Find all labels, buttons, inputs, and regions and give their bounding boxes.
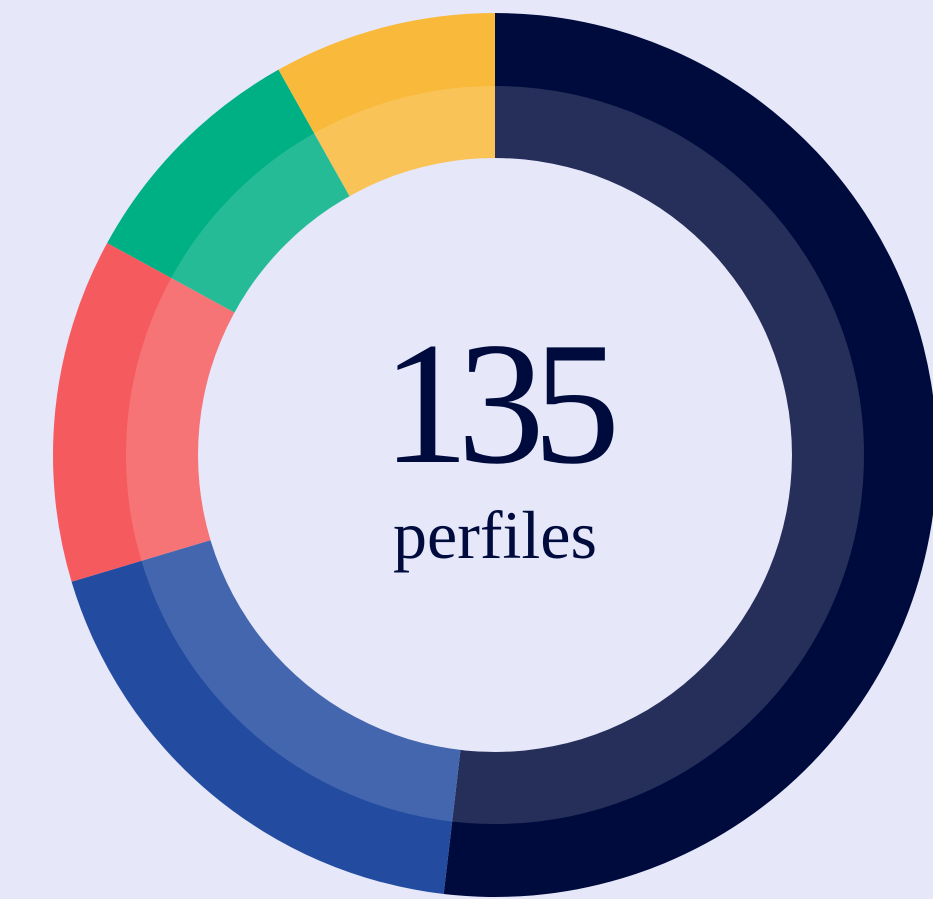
center-value: 135 (382, 306, 614, 500)
inner-band (126, 86, 864, 824)
hole (198, 158, 792, 752)
center-label: perfiles (393, 497, 597, 573)
